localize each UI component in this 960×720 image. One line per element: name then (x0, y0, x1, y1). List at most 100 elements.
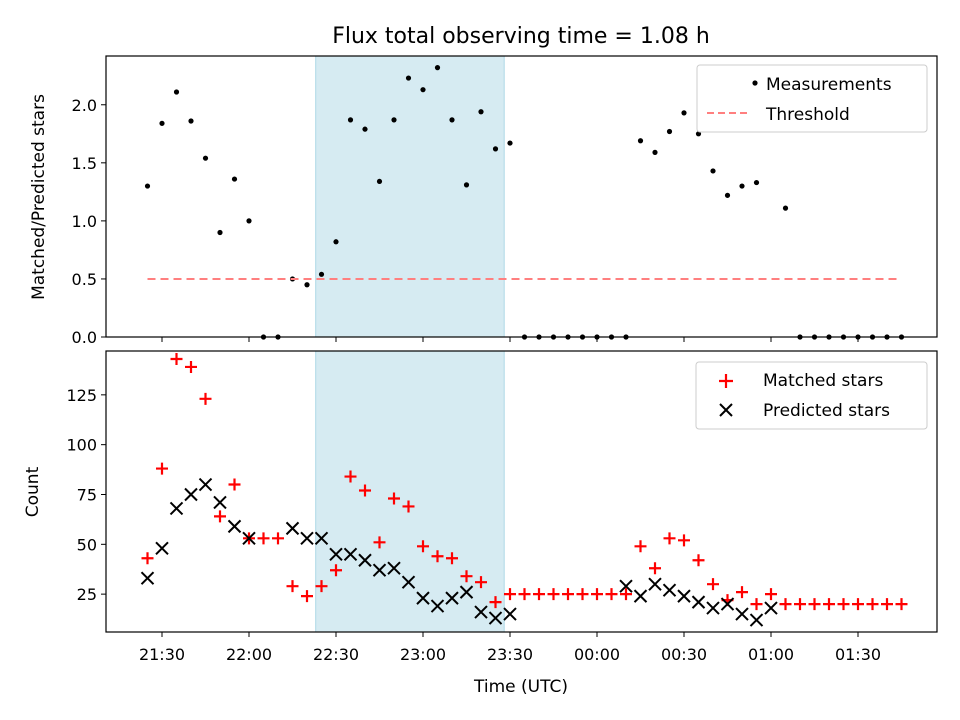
predicted-star-point (198, 477, 213, 492)
matched-star-point (228, 478, 241, 491)
matched-star-point (359, 484, 371, 497)
measurement-point (695, 131, 702, 137)
legend-label-matched: Matched stars (763, 371, 883, 391)
predicted-star-point (372, 563, 387, 577)
legend-box (695, 361, 928, 430)
measurement-point (304, 282, 310, 288)
x-tick-label: 22:30 (313, 645, 359, 664)
measurement-point (420, 87, 426, 93)
measurements-legend-marker (752, 80, 758, 86)
matched-star-point (199, 392, 212, 405)
matched-star-point (808, 598, 821, 611)
predicted-star-point (242, 531, 256, 546)
matched-star-point (214, 510, 226, 523)
predicted-star-point (184, 487, 198, 502)
predicted-star-point (488, 611, 503, 625)
legend-label-measurements: Measurements (766, 75, 892, 95)
matched-star-point (562, 588, 574, 601)
matched-star-point (330, 564, 342, 577)
measurement-point (753, 179, 760, 186)
measurement-point (492, 146, 499, 152)
y-tick-label: 0.5 (72, 270, 97, 289)
matched-star-point (591, 588, 603, 601)
predicted-star-point (285, 521, 300, 536)
chart-title: Flux total observing time = 1.08 h (332, 24, 710, 49)
measurement-point (333, 239, 339, 245)
predicted-star-point (213, 495, 227, 510)
measurement-point (463, 182, 470, 188)
matched-star-point (707, 578, 719, 591)
x-tick-label: 23:30 (487, 645, 533, 664)
legend: Measurements Threshold (696, 64, 928, 133)
matched-star-point (547, 588, 560, 601)
legend-label-threshold: Threshold (765, 105, 850, 125)
matched-star-point (286, 580, 299, 593)
measurement-point (159, 120, 165, 126)
matched-star-point (750, 598, 763, 611)
y-ticks: 25 50 75 100 125 (66, 386, 106, 604)
measurement-point (724, 192, 731, 198)
measurement-point (666, 128, 673, 135)
y-axis-label: Count (23, 466, 43, 517)
measurement-point (405, 75, 412, 81)
matched-star-point (576, 588, 589, 601)
predicted-star-point (474, 605, 488, 619)
y-tick-label: 125 (66, 386, 97, 405)
predicted-star-point (358, 553, 372, 567)
y-ticks: 0.0 0.5 1.0 1.5 2.0 (72, 96, 106, 347)
predicted-star-point (459, 585, 474, 599)
matched-star-point (344, 470, 357, 483)
matched-star-point (837, 598, 850, 611)
predicted-star-point (445, 591, 459, 605)
predicted-legend-marker (719, 403, 733, 417)
predicted-star-point (677, 589, 691, 603)
matched-star-point (141, 552, 154, 565)
flux-ratio-panel: Flux total observing time = 1.08 h 0.00.… (29, 24, 938, 347)
y-axis-label: Matched/Predicted stars (29, 94, 49, 300)
predicted-star-point (300, 531, 314, 546)
predicted-star-point (735, 607, 749, 621)
x-tick-label: 01:30 (835, 645, 881, 664)
matched-star-point (315, 580, 328, 593)
highlight-span (315, 55, 505, 338)
plot-frame (105, 350, 938, 633)
matched-star-point (605, 588, 618, 601)
matched-star-point (257, 532, 270, 545)
x-tick-label: 00:30 (661, 645, 707, 664)
star-count-panel: 21:30 22:00 22:30 23:00 23:30 00:00 00:30 01:00… (23, 350, 938, 697)
measurement-point (391, 117, 397, 123)
measurement-point (347, 117, 354, 123)
measurement-point (434, 65, 441, 71)
y-tick-label: 1.0 (72, 212, 97, 231)
matched-star-point (533, 588, 545, 601)
matched-star-point (156, 462, 168, 475)
predicted-star-point (329, 547, 343, 561)
predicted-star-point (387, 561, 401, 575)
predicted-star-point (749, 613, 764, 627)
measurement-point (449, 117, 455, 123)
matched-star-point (852, 598, 864, 611)
matched-star-point (475, 576, 487, 589)
matched-star-point (417, 540, 429, 553)
matched-star-point (649, 562, 661, 575)
matched-star-point (431, 550, 444, 563)
matched-star-point (895, 598, 908, 611)
matched-star-point (301, 590, 313, 603)
matched-legend-marker (719, 374, 733, 388)
matched-star-point (518, 588, 531, 601)
x-axis-label: Time (UTC) (473, 677, 568, 697)
matched-star-point (794, 598, 806, 611)
predicted-star-point (416, 591, 430, 605)
predicted-star-point (314, 531, 329, 546)
predicted-star-point (430, 599, 445, 613)
y-tick-label: 2.0 (72, 96, 97, 115)
x-tick-label: 21:30 (139, 645, 185, 664)
measurement-point (739, 183, 745, 189)
measurement-point (231, 176, 238, 182)
legend: Matched stars Predicted stars (695, 361, 928, 430)
measurement-point (652, 149, 658, 155)
predicted-star-point (691, 595, 706, 609)
measurement-point (202, 155, 209, 161)
measurement-point (217, 229, 223, 236)
